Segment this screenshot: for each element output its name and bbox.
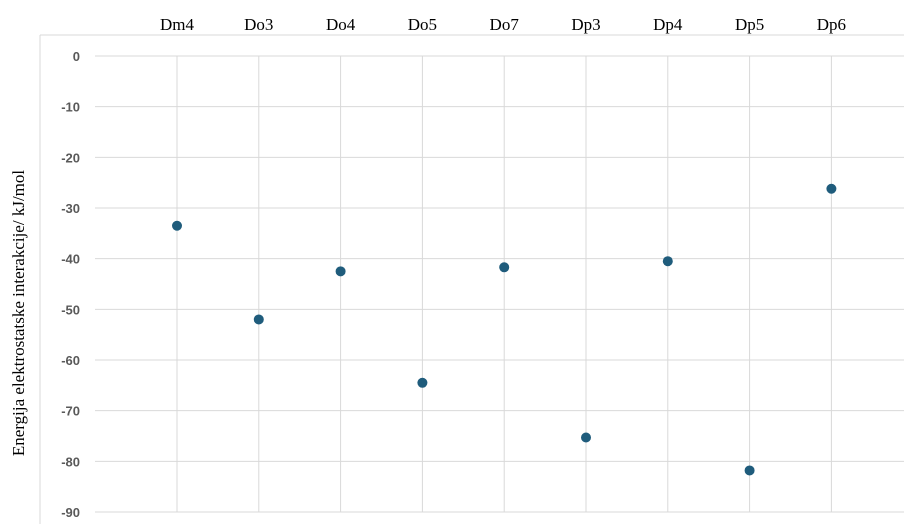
gridlines bbox=[95, 55, 904, 513]
x-tick-label: Do4 bbox=[326, 15, 356, 34]
y-tick-label: -10 bbox=[61, 100, 80, 115]
y-axis-ticks: 0 -10 -20 -30 -40 -50 -60 -70 -80 -90 bbox=[61, 49, 80, 520]
x-tick-label: Do5 bbox=[408, 15, 437, 34]
x-tick-label: Dp3 bbox=[571, 15, 600, 34]
data-point bbox=[662, 256, 673, 267]
y-tick-label: -30 bbox=[61, 201, 80, 216]
data-point bbox=[744, 465, 755, 476]
x-tick-label: Dm4 bbox=[160, 15, 195, 34]
data-point bbox=[335, 266, 346, 277]
y-tick-label: -60 bbox=[61, 353, 80, 368]
y-tick-label: -20 bbox=[61, 150, 80, 165]
y-tick-label: -70 bbox=[61, 404, 80, 419]
data-point bbox=[581, 432, 591, 443]
x-tick-label: Dp6 bbox=[817, 15, 846, 34]
data-point bbox=[172, 220, 182, 231]
y-axis-label: Energija elektrostatske interakcije/ kJ/… bbox=[9, 170, 28, 457]
data-point bbox=[826, 183, 837, 194]
y-tick-label: 0 bbox=[73, 49, 80, 64]
x-tick-label: Do7 bbox=[490, 15, 520, 34]
data-points bbox=[172, 183, 837, 476]
data-point bbox=[417, 377, 428, 388]
data-point bbox=[253, 314, 264, 325]
x-tick-label: Do3 bbox=[244, 15, 273, 34]
y-tick-label: -50 bbox=[61, 302, 80, 317]
data-point bbox=[499, 262, 510, 273]
x-axis-ticks: Dm4 Do3 Do4 Do5 Do7 Dp3 Dp4 Dp5 Dp6 bbox=[160, 15, 846, 34]
x-tick-label: Dp4 bbox=[653, 15, 683, 34]
y-tick-label: -90 bbox=[61, 505, 80, 520]
y-tick-label: -40 bbox=[61, 252, 80, 267]
x-tick-label: Dp5 bbox=[735, 15, 764, 34]
y-tick-label: -80 bbox=[61, 454, 80, 469]
